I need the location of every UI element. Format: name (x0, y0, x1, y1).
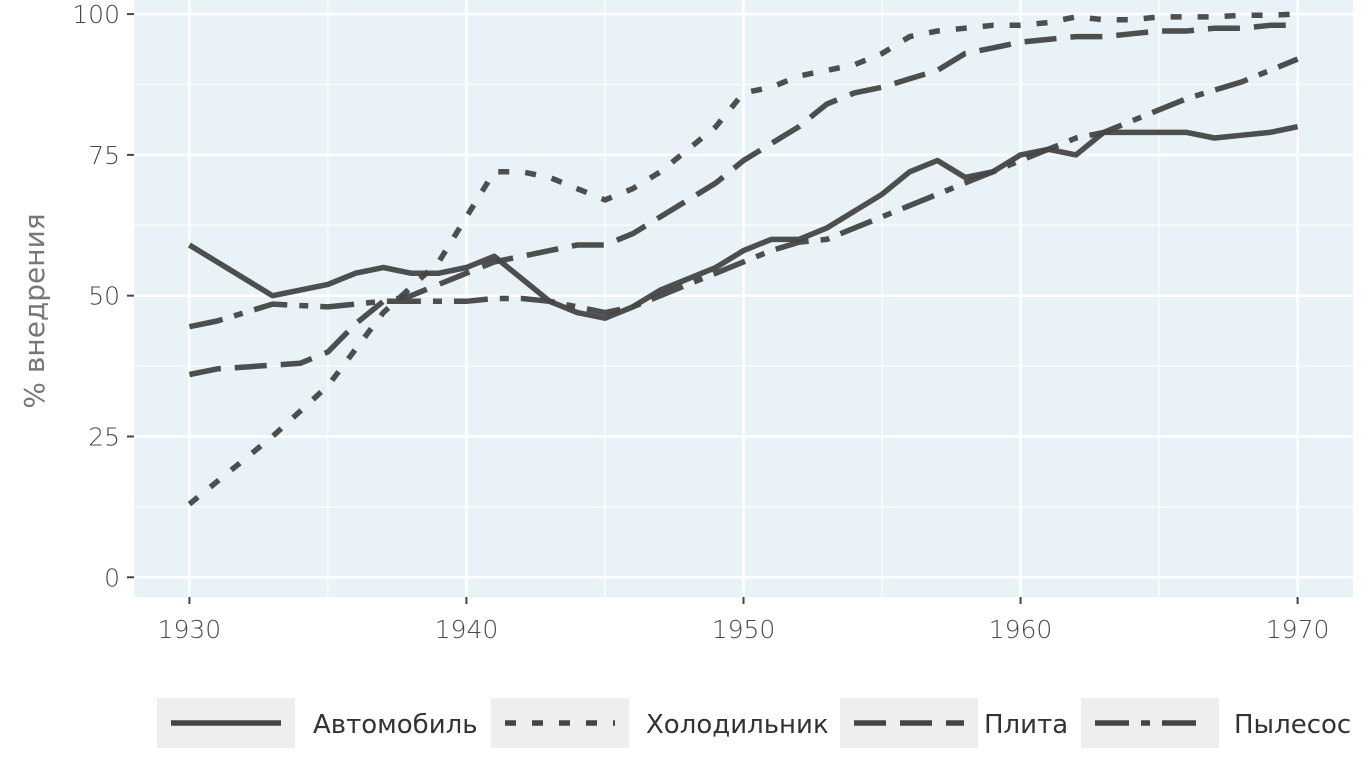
x-tick-label: 1940 (435, 615, 499, 644)
y-axis-title: % внедрения (18, 213, 51, 408)
x-tick-label: 1960 (989, 615, 1053, 644)
legend-label: Холодильник (646, 710, 829, 740)
x-tick-label: 1970 (1266, 615, 1330, 644)
series-lines (187, 11, 1299, 507)
y-tick-label: 100 (72, 0, 120, 29)
series-line-3 (188, 22, 1298, 378)
axes: 1930 1940 1950 1960 1970 0 25 50 75 100 (72, 0, 1329, 644)
y-tick-label: 75 (88, 141, 120, 170)
y-tick-label: 25 (88, 422, 120, 451)
x-tick-label: 1950 (712, 615, 776, 644)
y-tick-label: 0 (104, 563, 120, 592)
series-line-1 (187, 124, 1299, 321)
legend-label: Пылесос (1234, 710, 1351, 740)
y-tick-label: 50 (88, 282, 120, 311)
legend: Автомобиль Холодильник Плита Пылесос (157, 698, 1351, 748)
legend-label: Плита (984, 710, 1068, 740)
grid-lines (134, 0, 1353, 597)
series-line-2 (187, 11, 1298, 507)
x-tick-label: 1930 (158, 615, 222, 644)
series-line-4 (188, 56, 1299, 330)
legend-label: Автомобиль (313, 710, 478, 740)
